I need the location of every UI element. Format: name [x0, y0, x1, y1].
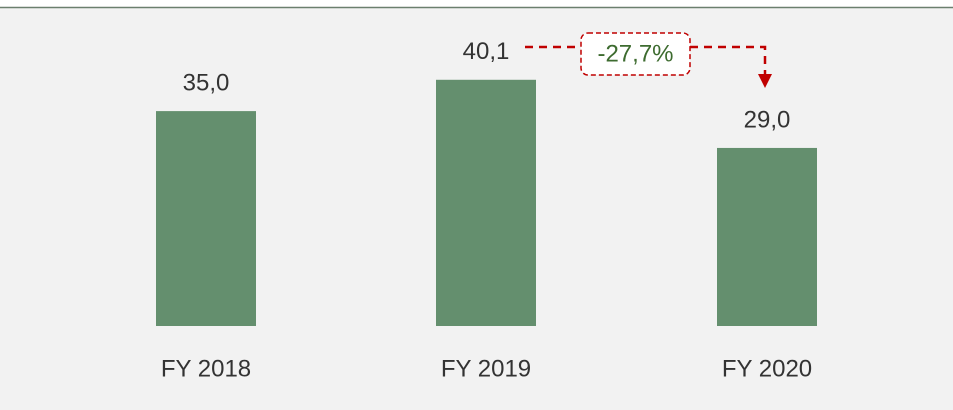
value-label: 29,0 — [744, 106, 791, 133]
annotation-box — [580, 32, 691, 76]
value-label: 35,0 — [183, 69, 230, 96]
value-label: 40,1 — [463, 38, 510, 65]
bar — [156, 111, 256, 326]
annotation-connector — [525, 45, 767, 74]
x-tick-label: FY 2018 — [161, 355, 251, 382]
bar — [436, 79, 536, 326]
x-tick-label: FY 2019 — [441, 355, 531, 382]
x-tick-label: FY 2020 — [722, 355, 812, 382]
annotation-arrowhead — [758, 74, 772, 88]
annotation-text: -27,7% — [597, 40, 673, 67]
change-annotation: -27,7% — [525, 32, 772, 88]
bar — [717, 147, 817, 326]
